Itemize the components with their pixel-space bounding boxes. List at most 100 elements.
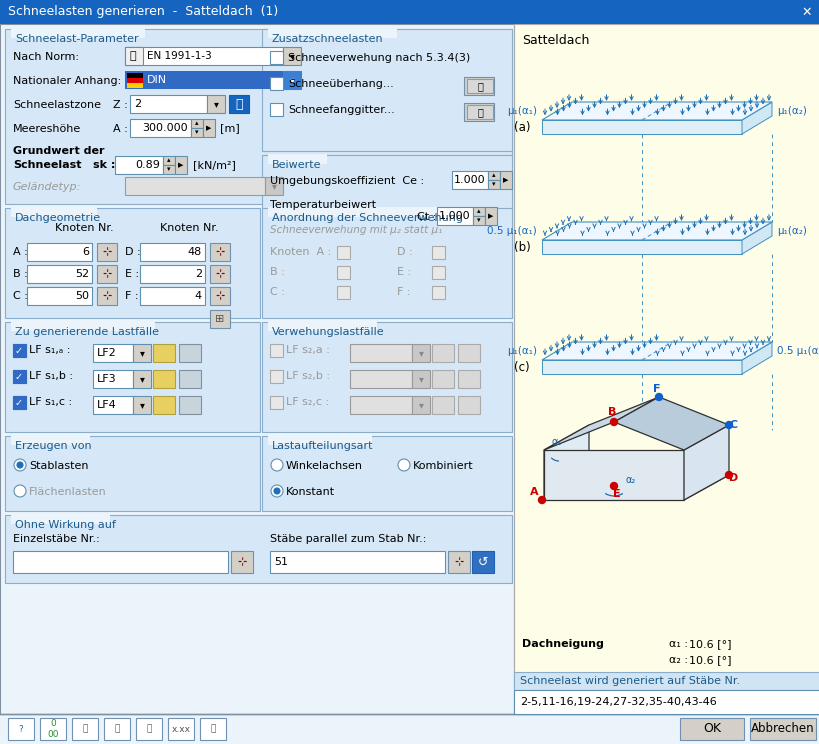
Bar [5, 436, 260, 511]
Text: ▾: ▾ [418, 374, 423, 384]
Text: ▾: ▾ [289, 51, 294, 61]
Text: 🌐: 🌐 [129, 51, 136, 61]
Text: 0.89: 0.89 [135, 160, 160, 170]
Bar [229, 95, 249, 113]
Text: ▶: ▶ [488, 213, 493, 219]
Circle shape [725, 472, 731, 478]
Bar [269, 77, 283, 90]
Text: 💾: 💾 [114, 725, 120, 734]
Bar [72, 718, 98, 740]
Text: A: A [529, 487, 537, 497]
Bar [13, 396, 26, 409]
Text: 🔎: 🔎 [477, 107, 482, 117]
Text: Einzelstäbe Nr.:: Einzelstäbe Nr.: [13, 534, 100, 544]
Bar [133, 370, 151, 388]
Bar [168, 718, 194, 740]
Text: ⊹: ⊹ [215, 247, 224, 257]
Text: ⊹: ⊹ [215, 269, 224, 279]
Bar [11, 321, 155, 331]
Text: F :: F : [124, 291, 138, 301]
Text: α₂: α₂ [625, 475, 636, 485]
Text: ▾: ▾ [213, 99, 218, 109]
Bar [458, 344, 479, 362]
Text: E: E [613, 489, 620, 499]
Bar [93, 370, 133, 388]
Bar [467, 79, 492, 93]
Text: Satteldach: Satteldach [522, 34, 589, 47]
Text: Schneeverwehung nach 5.3.4(3): Schneeverwehung nach 5.3.4(3) [287, 53, 469, 63]
Bar [191, 119, 203, 128]
Text: μ₁(α₂): μ₁(α₂) [776, 226, 806, 236]
Circle shape [725, 422, 731, 429]
Bar [432, 286, 445, 299]
Text: ✓: ✓ [15, 398, 23, 408]
Bar [210, 310, 229, 328]
Text: 👁: 👁 [210, 725, 215, 734]
Bar [93, 344, 133, 362]
Bar [174, 156, 187, 174]
Bar [262, 436, 511, 511]
Text: 0.5 μ₁(α₁): 0.5 μ₁(α₁) [486, 226, 536, 236]
Text: ⓘ: ⓘ [235, 97, 242, 111]
Text: ▶: ▶ [178, 162, 183, 168]
Bar [268, 28, 396, 38]
Polygon shape [543, 397, 658, 450]
Text: F: F [653, 384, 660, 394]
Text: ▶: ▶ [503, 177, 508, 183]
Text: ⊹: ⊹ [102, 269, 111, 279]
Text: ▴: ▴ [195, 120, 198, 126]
Circle shape [538, 496, 545, 504]
Bar [484, 207, 496, 225]
Bar [136, 718, 162, 740]
Text: 10.6 [°]: 10.6 [°] [688, 655, 731, 665]
Bar [124, 47, 143, 65]
Bar [163, 156, 174, 165]
Bar [411, 396, 429, 414]
Text: C :: C : [269, 287, 284, 297]
Text: ▾: ▾ [271, 181, 276, 191]
Text: LF2: LF2 [97, 348, 116, 358]
Text: α₁ :: α₁ : [668, 639, 687, 649]
Bar [679, 718, 743, 740]
Bar [5, 322, 260, 432]
Text: LF4: LF4 [97, 400, 116, 410]
Bar [179, 344, 201, 362]
Text: Umgebungskoeffizient  Ce :: Umgebungskoeffizient Ce : [269, 176, 423, 186]
Bar [93, 396, 133, 414]
Circle shape [610, 483, 617, 490]
Text: LF s₁,b :: LF s₁,b : [29, 371, 73, 381]
Text: Schneelast wird generiert auf Stäbe Nr.: Schneelast wird generiert auf Stäbe Nr. [519, 676, 740, 686]
Text: D :: D : [124, 247, 140, 257]
Text: Schneeverwehung mit μ₂ statt μ₁: Schneeverwehung mit μ₂ statt μ₁ [269, 225, 441, 235]
Polygon shape [541, 120, 741, 134]
Bar [458, 370, 479, 388]
Text: 51: 51 [274, 557, 287, 567]
Bar [130, 95, 206, 113]
Text: 🔎: 🔎 [477, 81, 482, 91]
Text: D :: D : [396, 247, 412, 257]
Bar [458, 396, 479, 414]
Text: 300.000: 300.000 [143, 123, 188, 133]
Bar [153, 370, 174, 388]
Bar [350, 370, 411, 388]
Bar [411, 344, 429, 362]
Bar [467, 105, 492, 119]
Text: LF s₂,a :: LF s₂,a : [286, 345, 329, 355]
Bar [11, 435, 90, 445]
Circle shape [14, 485, 26, 497]
Bar [127, 78, 143, 83]
Bar [514, 24, 819, 714]
Text: 4: 4 [195, 291, 201, 301]
Text: Kombiniert: Kombiniert [413, 461, 473, 471]
Text: Konstant: Konstant [286, 487, 335, 497]
Text: ▾: ▾ [139, 400, 144, 410]
Text: ▴: ▴ [491, 172, 495, 178]
Polygon shape [613, 397, 728, 450]
Text: Winkelachsen: Winkelachsen [286, 461, 363, 471]
Text: Meereshöhe: Meereshöhe [13, 124, 81, 134]
Text: C: C [729, 420, 737, 430]
Text: ▾: ▾ [195, 129, 198, 135]
Bar [127, 83, 143, 88]
Bar [283, 47, 301, 65]
Text: ⊞: ⊞ [215, 314, 224, 324]
